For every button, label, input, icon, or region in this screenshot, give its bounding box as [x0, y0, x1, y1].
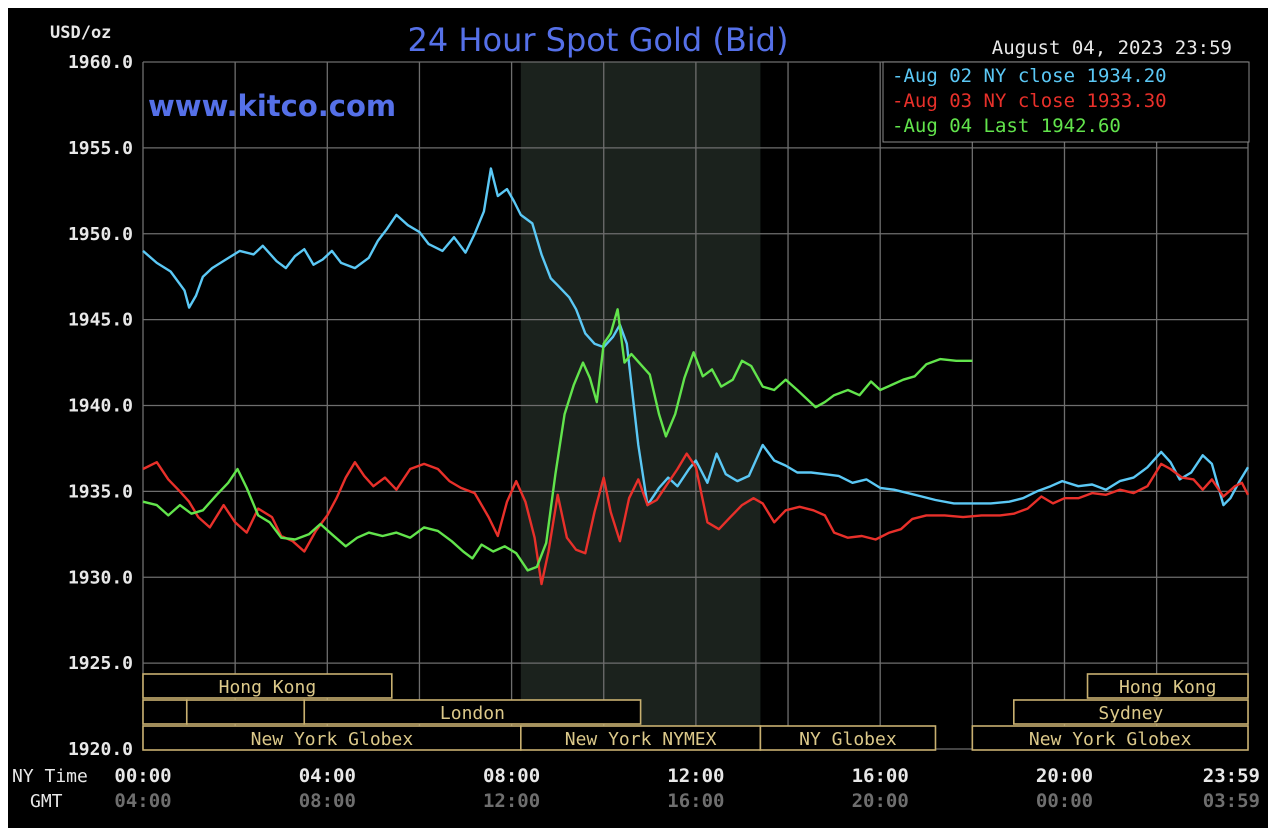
- y-tick-label: 1925.0: [68, 653, 133, 674]
- y-tick-label: 1945.0: [68, 310, 133, 331]
- x-tick-label-gmt: 00:00: [1036, 790, 1093, 812]
- x-tick-label-ny: 04:00: [299, 765, 356, 787]
- x-tick-label-gmt: 08:00: [299, 790, 356, 812]
- x-tick-label-gmt: 03:59: [1203, 790, 1260, 812]
- session-box: [1086, 673, 1249, 699]
- session-box: [971, 725, 1249, 751]
- x-row-label-ny: NY Time: [12, 766, 88, 787]
- session-box: [185, 699, 306, 725]
- y-tick-label: 1940.0: [68, 396, 133, 417]
- session-box: [520, 725, 762, 751]
- session-label: Hong Kong: [219, 677, 317, 698]
- x-tick-label-gmt: 16:00: [667, 790, 724, 812]
- session-label: New York NYMEX: [565, 729, 717, 750]
- legend-box: [882, 61, 1250, 143]
- x-row-label-gmt: GMT: [30, 791, 63, 812]
- watermark: www.kitco.com: [148, 89, 396, 123]
- gold-price-chart: Hong Kong London New York Globex New York N…: [8, 8, 1268, 828]
- x-tick-label-ny: 16:00: [852, 765, 909, 787]
- y-tick-label: 1935.0: [68, 481, 133, 502]
- chart-frame: Hong Kong London New York Globex New York N…: [8, 8, 1268, 828]
- series-line-aug-03: [142, 452, 1250, 586]
- unit-label: USD/oz: [50, 23, 111, 43]
- session-box: [303, 699, 642, 725]
- x-tick-label-gmt: 20:00: [852, 790, 909, 812]
- session-box: [142, 725, 522, 751]
- x-tick-label-ny: 23:59: [1203, 765, 1260, 787]
- x-tick-label-gmt: 12:00: [483, 790, 540, 812]
- session-label: Sydney: [1098, 703, 1163, 724]
- series-line-aug-04: [142, 308, 973, 572]
- x-tick-label-ny: 08:00: [483, 765, 540, 787]
- x-tick-label-ny: 12:00: [667, 765, 724, 787]
- session-box: [1013, 699, 1249, 725]
- x-tick-label-ny: 20:00: [1036, 765, 1093, 787]
- y-tick-label: 1920.0: [68, 739, 133, 760]
- legend-entry-aug03: -Aug 03 NY close 1933.30: [892, 90, 1167, 112]
- session-box: [142, 699, 188, 725]
- series-line-aug-02: [142, 167, 1250, 507]
- session-label: New York Globex: [1029, 729, 1192, 750]
- chart-title: 24 Hour Spot Gold (Bid): [408, 21, 789, 59]
- y-tick-label: 1955.0: [68, 138, 133, 159]
- session-label: NY Globex: [799, 729, 897, 750]
- session-label: New York Globex: [251, 729, 414, 750]
- legend-entry-aug02: -Aug 02 NY close 1934.20: [892, 65, 1167, 87]
- legend: -Aug 02 NY close 1934.20 -Aug 03 NY clos…: [882, 61, 1250, 143]
- x-tick-label-ny: 00:00: [114, 765, 171, 787]
- y-tick-label: 1960.0: [68, 52, 133, 73]
- session-box: [759, 725, 937, 751]
- session-label: London: [440, 703, 505, 724]
- date-label: August 04, 2023 23:59: [992, 37, 1232, 59]
- session-label: Hong Kong: [1119, 677, 1217, 698]
- y-tick-label: 1950.0: [68, 224, 133, 245]
- x-tick-label-gmt: 04:00: [114, 790, 171, 812]
- session-box: [142, 673, 393, 699]
- y-tick-label: 1930.0: [68, 567, 133, 588]
- legend-entry-aug04: -Aug 04 Last 1942.60: [892, 115, 1121, 137]
